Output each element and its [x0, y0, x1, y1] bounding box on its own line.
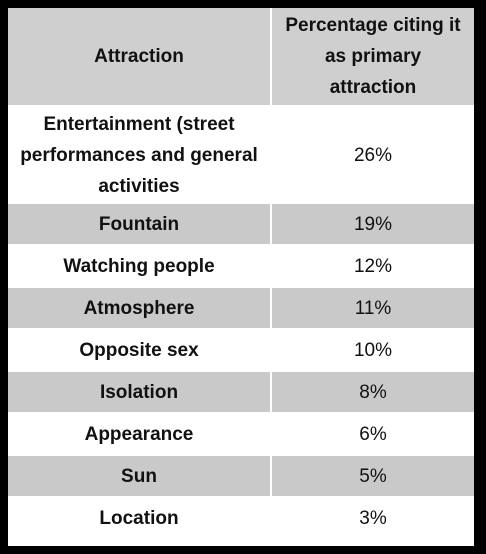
table-row: Entertainment (street performances and g… — [8, 108, 474, 204]
table-row: Appearance 6% — [8, 414, 474, 456]
attractions-table: Attraction Percentage citing it as prima… — [8, 8, 474, 540]
table-frame: Attraction Percentage citing it as prima… — [8, 8, 474, 546]
attraction-cell: Sun — [8, 456, 270, 498]
table-row: Atmosphere 11% — [8, 288, 474, 330]
percentage-cell: 3% — [270, 498, 474, 540]
header-attraction: Attraction — [8, 8, 270, 108]
attraction-cell: Atmosphere — [8, 288, 270, 330]
percentage-cell: 11% — [270, 288, 474, 330]
attraction-cell: Location — [8, 498, 270, 540]
percentage-cell: 12% — [270, 246, 474, 288]
attraction-cell: Opposite sex — [8, 330, 270, 372]
header-row: Attraction Percentage citing it as prima… — [8, 8, 474, 108]
attraction-cell: Watching people — [8, 246, 270, 288]
attraction-cell: Entertainment (street performances and g… — [8, 108, 270, 204]
header-percentage: Percentage citing it as primary attracti… — [270, 8, 474, 108]
table-row: Isolation 8% — [8, 372, 474, 414]
percentage-cell: 26% — [270, 108, 474, 204]
attraction-cell: Appearance — [8, 414, 270, 456]
percentage-cell: 10% — [270, 330, 474, 372]
attraction-cell: Fountain — [8, 204, 270, 246]
percentage-cell: 5% — [270, 456, 474, 498]
table-row: Sun 5% — [8, 456, 474, 498]
percentage-cell: 19% — [270, 204, 474, 246]
table-row: Opposite sex 10% — [8, 330, 474, 372]
attraction-cell: Isolation — [8, 372, 270, 414]
table-row: Watching people 12% — [8, 246, 474, 288]
percentage-cell: 6% — [270, 414, 474, 456]
percentage-cell: 8% — [270, 372, 474, 414]
table-row: Location 3% — [8, 498, 474, 540]
table-row: Fountain 19% — [8, 204, 474, 246]
